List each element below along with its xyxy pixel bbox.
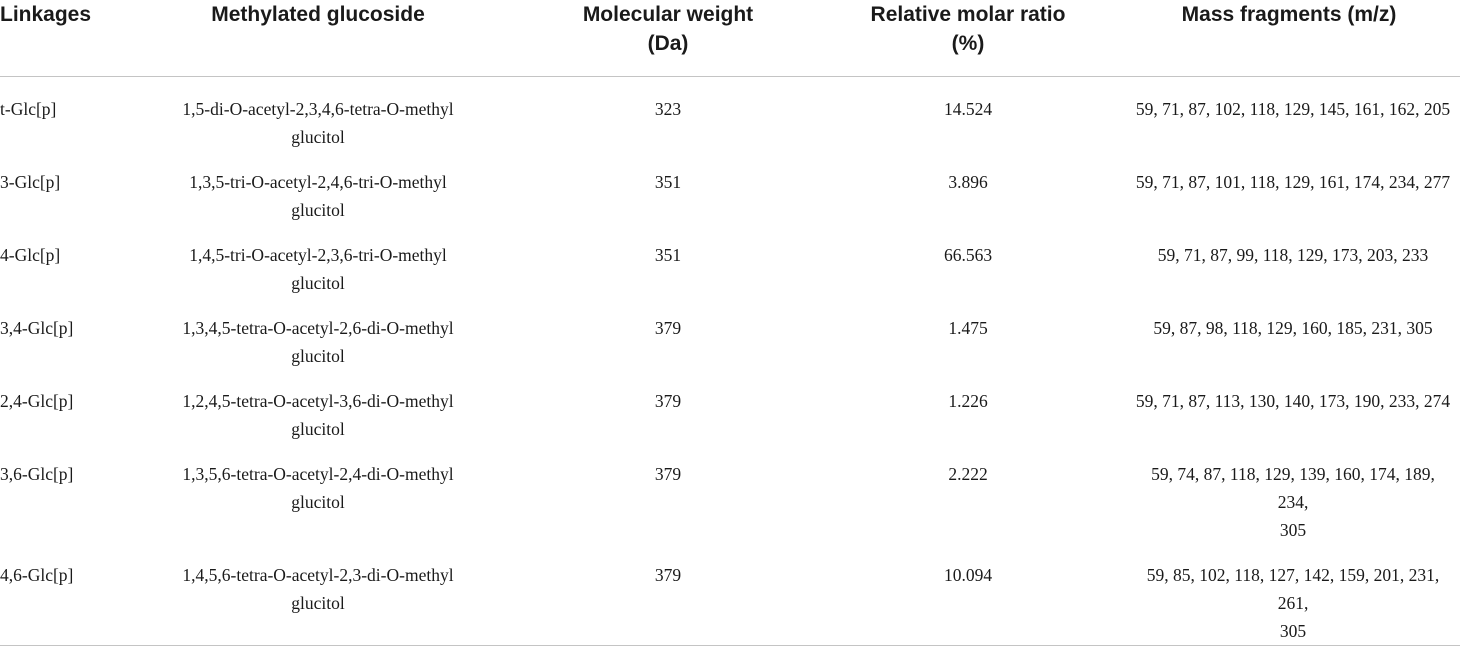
- cell-molecular-weight-text: 351: [654, 245, 682, 265]
- cell-mass-fragments: 59, 71, 87, 101, 118, 129, 161, 174, 234…: [1118, 151, 1460, 224]
- table-row: 4,6-Glc[p] 1,4,5,6-tetra-O-acetyl-2,3-di-…: [0, 544, 1460, 646]
- cell-molecular-weight: 351: [518, 224, 818, 297]
- cell-molar-ratio-text: 3.896: [948, 172, 988, 192]
- cell-mass-fragments-text: 59, 71, 87, 113, 130, 140, 173, 190, 233…: [1135, 391, 1451, 411]
- cell-glucoside-text: glucitol: [291, 127, 345, 147]
- cell-linkage: 3,4-Glc[p]: [0, 297, 118, 370]
- cell-molecular-weight-text: 351: [654, 172, 682, 192]
- cell-mass-fragments-text: 305: [1279, 621, 1307, 641]
- cell-linkage-text: t-Glc[p]: [0, 99, 57, 119]
- cell-molar-ratio: 66.563: [818, 224, 1118, 297]
- cell-linkage: t-Glc[p]: [0, 77, 118, 152]
- cell-linkage-text: 4-Glc[p]: [0, 245, 61, 265]
- cell-linkage: 4-Glc[p]: [0, 224, 118, 297]
- cell-mass-fragments: 59, 85, 102, 118, 127, 142, 159, 201, 23…: [1118, 544, 1460, 646]
- cell-molar-ratio: 14.524: [818, 77, 1118, 152]
- cell-linkage-text: 4,6-Glc[p]: [0, 565, 74, 585]
- cell-molecular-weight-text: 379: [654, 318, 682, 338]
- cell-glucoside: 1,3,5,6-tetra-O-acetyl-2,4-di-O-methyl gl…: [118, 443, 518, 544]
- cell-glucoside-text: glucitol: [291, 419, 345, 439]
- cell-glucoside-text: 1,2,4,5-tetra-O-acetyl-3,6-di-O-methyl: [182, 391, 454, 411]
- cell-linkage: 3-Glc[p]: [0, 151, 118, 224]
- cell-glucoside: 1,3,5-tri-O-acetyl-2,4,6-tri-O-methyl glu…: [118, 151, 518, 224]
- cell-mass-fragments-text: 59, 71, 87, 99, 118, 129, 173, 203, 233: [1157, 245, 1429, 265]
- table-row: 3,4-Glc[p] 1,3,4,5-tetra-O-acetyl-2,6-di-…: [0, 297, 1460, 370]
- cell-linkage-text: 3-Glc[p]: [0, 172, 61, 192]
- cell-molecular-weight: 379: [518, 443, 818, 544]
- cell-molecular-weight-text: 379: [654, 565, 682, 585]
- cell-linkage-text: 3,6-Glc[p]: [0, 464, 74, 484]
- cell-glucoside-text: glucitol: [291, 273, 345, 293]
- cell-glucoside: 1,2,4,5-tetra-O-acetyl-3,6-di-O-methyl gl…: [118, 370, 518, 443]
- cell-mass-fragments: 59, 71, 87, 99, 118, 129, 173, 203, 233: [1118, 224, 1460, 297]
- cell-molar-ratio: 2.222: [818, 443, 1118, 544]
- cell-linkage: 4,6-Glc[p]: [0, 544, 118, 646]
- cell-molar-ratio: 3.896: [818, 151, 1118, 224]
- cell-molar-ratio: 10.094: [818, 544, 1118, 646]
- cell-glucoside-text: glucitol: [291, 200, 345, 220]
- cell-molar-ratio-text: 1.226: [948, 391, 988, 411]
- cell-molecular-weight: 323: [518, 77, 818, 152]
- cell-glucoside-text: 1,5-di-O-acetyl-2,3,4,6-tetra-O-methyl: [182, 99, 454, 119]
- cell-glucoside-text: glucitol: [291, 492, 345, 512]
- cell-mass-fragments-text: 59, 71, 87, 101, 118, 129, 161, 174, 234…: [1135, 172, 1451, 192]
- cell-glucoside: 1,4,5,6-tetra-O-acetyl-2,3-di-O-methyl gl…: [118, 544, 518, 646]
- table-row: 3,6-Glc[p] 1,3,5,6-tetra-O-acetyl-2,4-di-…: [0, 443, 1460, 544]
- cell-glucoside-text: 1,3,4,5-tetra-O-acetyl-2,6-di-O-methyl: [182, 318, 454, 338]
- cell-molar-ratio: 1.226: [818, 370, 1118, 443]
- table-row: 4-Glc[p] 1,4,5-tri-O-acetyl-2,3,6-tri-O-m…: [0, 224, 1460, 297]
- cell-linkage: 2,4-Glc[p]: [0, 370, 118, 443]
- cell-glucoside-text: 1,4,5-tri-O-acetyl-2,3,6-tri-O-methyl: [189, 245, 447, 265]
- cell-glucoside-text: 1,3,5,6-tetra-O-acetyl-2,4-di-O-methyl: [182, 464, 454, 484]
- cell-molecular-weight: 379: [518, 370, 818, 443]
- cell-mass-fragments: 59, 74, 87, 118, 129, 139, 160, 174, 189…: [1118, 443, 1460, 544]
- cell-molecular-weight-text: 379: [654, 464, 682, 484]
- cell-molecular-weight: 379: [518, 297, 818, 370]
- cell-glucoside-text: glucitol: [291, 346, 345, 366]
- header-mass-fragments: Mass fragments (m/z): [1118, 0, 1460, 77]
- cell-glucoside: 1,3,4,5-tetra-O-acetyl-2,6-di-O-methyl gl…: [118, 297, 518, 370]
- header-linkages: Linkages: [0, 0, 118, 77]
- cell-mass-fragments-text: 59, 85, 102, 118, 127, 142, 159, 201, 23…: [1146, 565, 1440, 613]
- cell-molecular-weight-text: 323: [654, 99, 682, 119]
- cell-molar-ratio-text: 66.563: [943, 245, 993, 265]
- cell-linkage-text: 2,4-Glc[p]: [0, 391, 74, 411]
- header-row: Linkages Methylated glucoside Molecular …: [0, 0, 1460, 77]
- cell-glucoside-text: 1,4,5,6-tetra-O-acetyl-2,3-di-O-methyl: [182, 565, 454, 585]
- cell-mass-fragments: 59, 71, 87, 102, 118, 129, 145, 161, 162…: [1118, 77, 1460, 152]
- table-row: 2,4-Glc[p] 1,2,4,5-tetra-O-acetyl-3,6-di-…: [0, 370, 1460, 443]
- cell-molecular-weight-text: 379: [654, 391, 682, 411]
- cell-mass-fragments: 59, 87, 98, 118, 129, 160, 185, 231, 305: [1118, 297, 1460, 370]
- cell-glucoside-text: glucitol: [291, 593, 345, 613]
- cell-molar-ratio-text: 2.222: [948, 464, 988, 484]
- cell-molar-ratio-text: 14.524: [943, 99, 993, 119]
- cell-mass-fragments-text: 59, 87, 98, 118, 129, 160, 185, 231, 305: [1153, 318, 1433, 338]
- cell-molar-ratio-text: 10.094: [943, 565, 993, 585]
- table-row: 3-Glc[p] 1,3,5-tri-O-acetyl-2,4,6-tri-O-m…: [0, 151, 1460, 224]
- cell-glucoside: 1,5-di-O-acetyl-2,3,4,6-tetra-O-methyl gl…: [118, 77, 518, 152]
- cell-molar-ratio-text: 1.475: [948, 318, 988, 338]
- cell-linkage-text: 3,4-Glc[p]: [0, 318, 74, 338]
- cell-molecular-weight: 379: [518, 544, 818, 646]
- cell-mass-fragments-text: 59, 74, 87, 118, 129, 139, 160, 174, 189…: [1151, 464, 1435, 512]
- cell-molar-ratio: 1.475: [818, 297, 1118, 370]
- cell-mass-fragments-text: 59, 71, 87, 102, 118, 129, 145, 161, 162…: [1135, 99, 1451, 119]
- cell-molecular-weight: 351: [518, 151, 818, 224]
- header-molar-ratio: Relative molar ratio (%): [818, 0, 1118, 77]
- cell-glucoside: 1,4,5-tri-O-acetyl-2,3,6-tri-O-methyl glu…: [118, 224, 518, 297]
- header-molecular-weight: Molecular weight (Da): [518, 0, 818, 77]
- cell-mass-fragments: 59, 71, 87, 113, 130, 140, 173, 190, 233…: [1118, 370, 1460, 443]
- header-glucoside: Methylated glucoside: [118, 0, 518, 77]
- cell-linkage: 3,6-Glc[p]: [0, 443, 118, 544]
- cell-glucoside-text: 1,3,5-tri-O-acetyl-2,4,6-tri-O-methyl: [189, 172, 447, 192]
- table-row: t-Glc[p] 1,5-di-O-acetyl-2,3,4,6-tetra-O-…: [0, 77, 1460, 152]
- cell-mass-fragments-text: 305: [1279, 520, 1307, 540]
